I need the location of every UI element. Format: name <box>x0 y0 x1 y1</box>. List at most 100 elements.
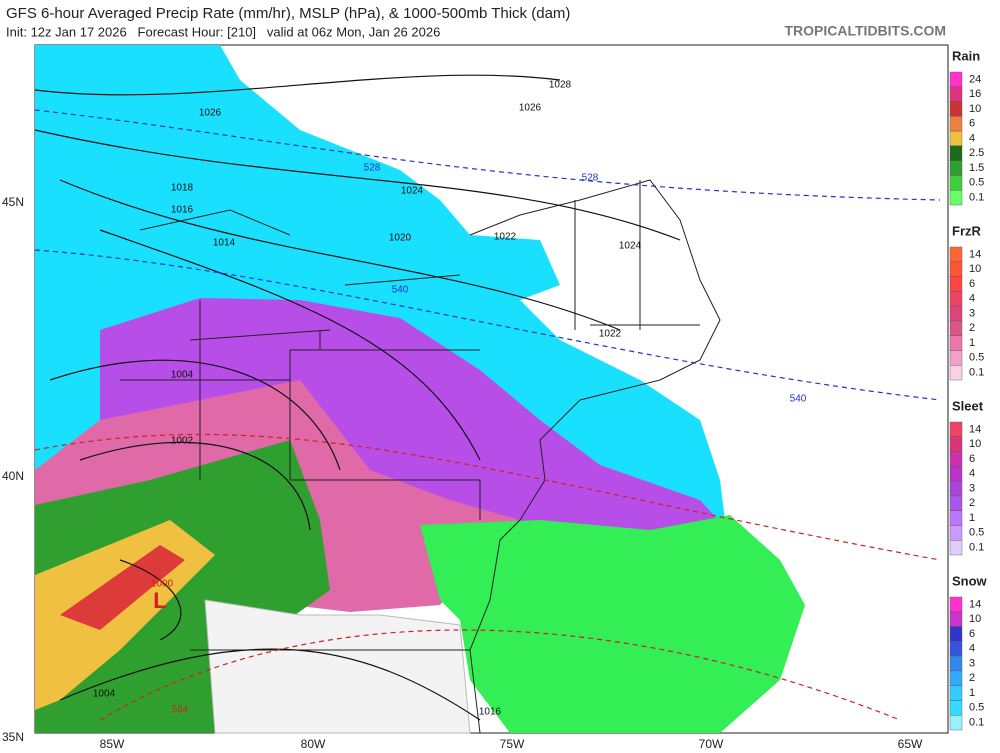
legend-swatch <box>949 246 963 262</box>
isobar-label: 1000 <box>151 579 174 590</box>
legend-label: 1.5 <box>969 162 984 174</box>
legend-title: Snow <box>952 573 988 588</box>
isobar-label: 1018 <box>171 183 194 194</box>
legend-swatch <box>949 700 963 716</box>
legend-label: 16 <box>969 88 981 100</box>
lakes <box>139 209 461 341</box>
isobar-label: 1016 <box>171 205 194 216</box>
isobar-line <box>49 359 341 471</box>
map-title: GFS 6-hour Averaged Precip Rate (mm/hr),… <box>6 5 570 22</box>
legend-swatch <box>949 291 963 307</box>
isobars <box>34 74 681 721</box>
legend-swatch <box>949 670 963 686</box>
legend-swatch <box>949 641 963 657</box>
legend-swatch <box>949 320 963 336</box>
legend-label: 0.5 <box>969 352 984 364</box>
legend-swatch <box>949 540 963 556</box>
legend-label: 6 <box>969 278 975 290</box>
legend-label: 14 <box>969 598 981 610</box>
legend-label: 4 <box>969 293 975 305</box>
isobar-label: 1004 <box>171 370 194 381</box>
legend-label: 10 <box>969 438 981 450</box>
thickness-label: 528 <box>364 163 381 174</box>
legend-swatch <box>949 335 963 351</box>
legend-label: 4 <box>969 643 975 655</box>
isobar-line <box>59 179 621 331</box>
legend-label: 0.5 <box>969 527 984 539</box>
legend-swatch <box>949 365 963 381</box>
legend-swatch <box>949 175 963 191</box>
isobar-label: 1024 <box>401 186 424 197</box>
state-lines <box>120 180 700 651</box>
coastline <box>469 179 721 734</box>
legend-title: Sleet <box>952 398 984 413</box>
legend-swatch <box>949 611 963 627</box>
longitude-label: 85W <box>100 737 125 751</box>
isobar-label: 1022 <box>494 232 517 243</box>
longitude-label: 65W <box>898 737 923 751</box>
isobar-line <box>99 229 481 461</box>
map-subtitle: Init: 12z Jan 17 2026 Forecast Hour: [21… <box>6 24 440 39</box>
thickness-line <box>34 433 941 561</box>
legend-label: 0.1 <box>969 192 984 204</box>
isobar-label: 1002 <box>171 436 194 447</box>
isobar-label: 1020 <box>389 233 412 244</box>
legend-swatch <box>949 160 963 176</box>
longitude-label: 75W <box>500 737 525 751</box>
isobar-label: 1028 <box>549 80 572 91</box>
legend-label: 2 <box>969 497 975 509</box>
legend-label: 3 <box>969 482 975 494</box>
thickness-line <box>99 629 901 721</box>
dry-hatched-area <box>204 599 471 734</box>
legend-swatch <box>949 685 963 701</box>
legend-label: 2.5 <box>969 147 984 159</box>
legend-label: 10 <box>969 613 981 625</box>
legend-label: 2 <box>969 322 975 334</box>
legend-swatch <box>949 480 963 497</box>
latitude-label: 45N <box>2 195 24 209</box>
legend-swatch <box>949 525 963 541</box>
legend-label: 4 <box>969 132 975 144</box>
legend-swatch <box>949 276 963 292</box>
legend-label: 14 <box>969 423 981 435</box>
isobar-label: 1014 <box>213 238 236 249</box>
legend-label: 6 <box>969 453 975 465</box>
legend-label: 2 <box>969 672 975 684</box>
thickness-label: 540 <box>392 285 409 296</box>
legend-swatch <box>949 451 963 467</box>
legend-swatch <box>949 130 963 147</box>
legend-swatch <box>949 86 963 102</box>
latitude-label: 40N <box>2 469 24 483</box>
isobar-label: 1004 <box>93 689 116 700</box>
boundaries <box>120 179 721 734</box>
thickness-line <box>34 109 941 201</box>
longitude-label: 80W <box>301 737 326 751</box>
legend-swatch <box>949 626 963 642</box>
legend-swatch <box>949 190 963 206</box>
longitude-label: 70W <box>699 737 724 751</box>
legend-label: 3 <box>969 657 975 669</box>
legend-title: Rain <box>952 48 980 63</box>
legend-label: 0.1 <box>969 367 984 379</box>
legend-swatch <box>949 145 963 161</box>
legend-swatch <box>949 421 963 437</box>
legend-label: 10 <box>969 103 981 115</box>
legend-label: 1 <box>969 337 975 349</box>
legend-label: 24 <box>969 73 981 85</box>
legend-swatch <box>949 116 963 132</box>
isobar-line <box>59 648 481 721</box>
legend-label: 10 <box>969 263 981 275</box>
legend-label: 0.5 <box>969 177 984 189</box>
legend-swatch <box>949 350 963 366</box>
legend-label: 0.1 <box>969 717 984 729</box>
legend-swatch <box>949 655 963 672</box>
rain-area-east <box>420 515 805 733</box>
legend-label: 0.1 <box>969 542 984 554</box>
legend-title: FrzR <box>952 223 982 238</box>
legend-swatch <box>949 436 963 452</box>
thickness-label: 564 <box>172 705 189 716</box>
isobar-label: 1026 <box>199 108 222 119</box>
legend-label: 0.5 <box>969 702 984 714</box>
legend-label: 3 <box>969 307 975 319</box>
